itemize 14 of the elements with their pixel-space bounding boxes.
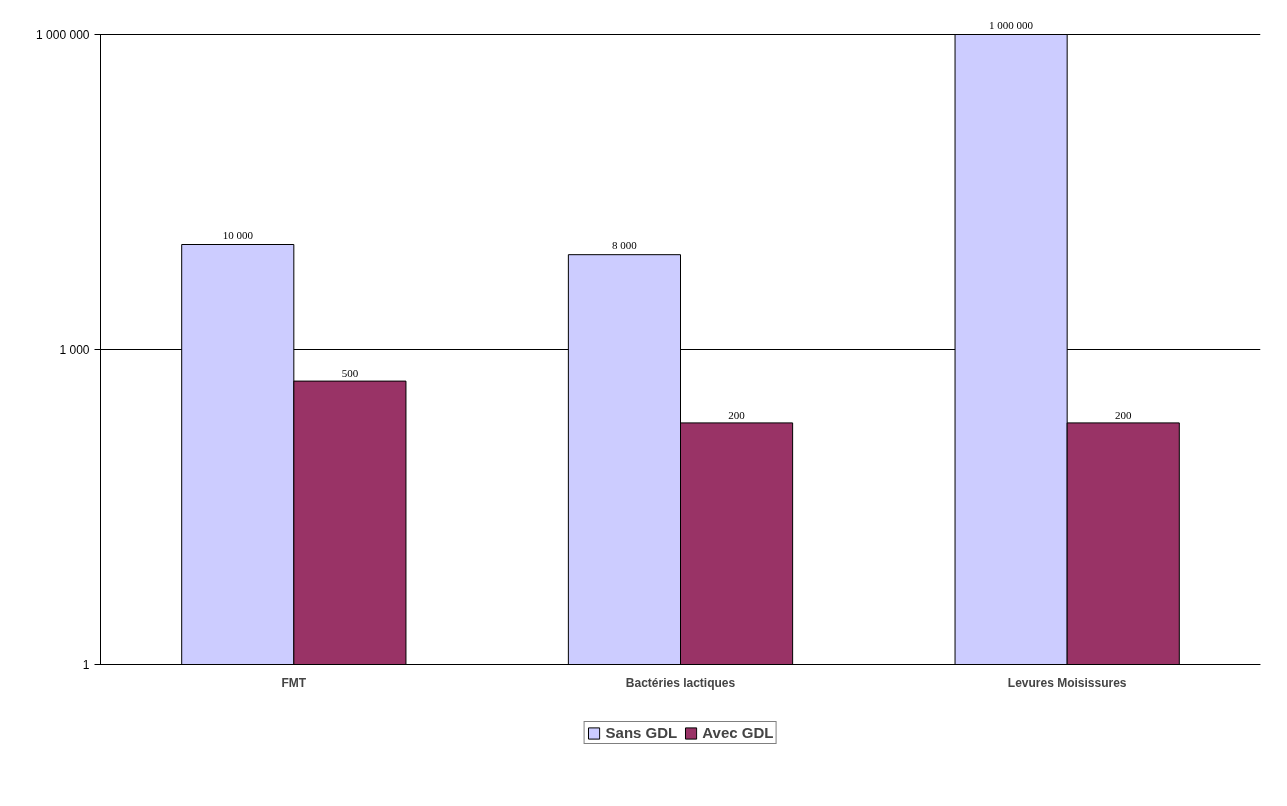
data-label: 8 000	[612, 238, 638, 251]
data-label: 10 000	[222, 228, 254, 241]
y-tick-label: 1	[82, 657, 90, 672]
y-tick-label: 1 000	[59, 342, 90, 357]
legend-label: Avec GDL	[702, 724, 774, 741]
y-tick-label: 1 000 000	[36, 27, 90, 42]
x-tick-label: FMT	[281, 675, 307, 690]
data-label: 500	[341, 367, 359, 380]
data-label: 1 000 000	[989, 18, 1034, 31]
legend-label: Sans GDL	[605, 724, 678, 741]
data-label: 200	[728, 408, 746, 421]
x-tick-label: Bactéries lactiques	[625, 675, 736, 690]
data-label: 200	[1114, 408, 1132, 421]
x-tick-label: Levures Moisissures	[1007, 675, 1127, 690]
